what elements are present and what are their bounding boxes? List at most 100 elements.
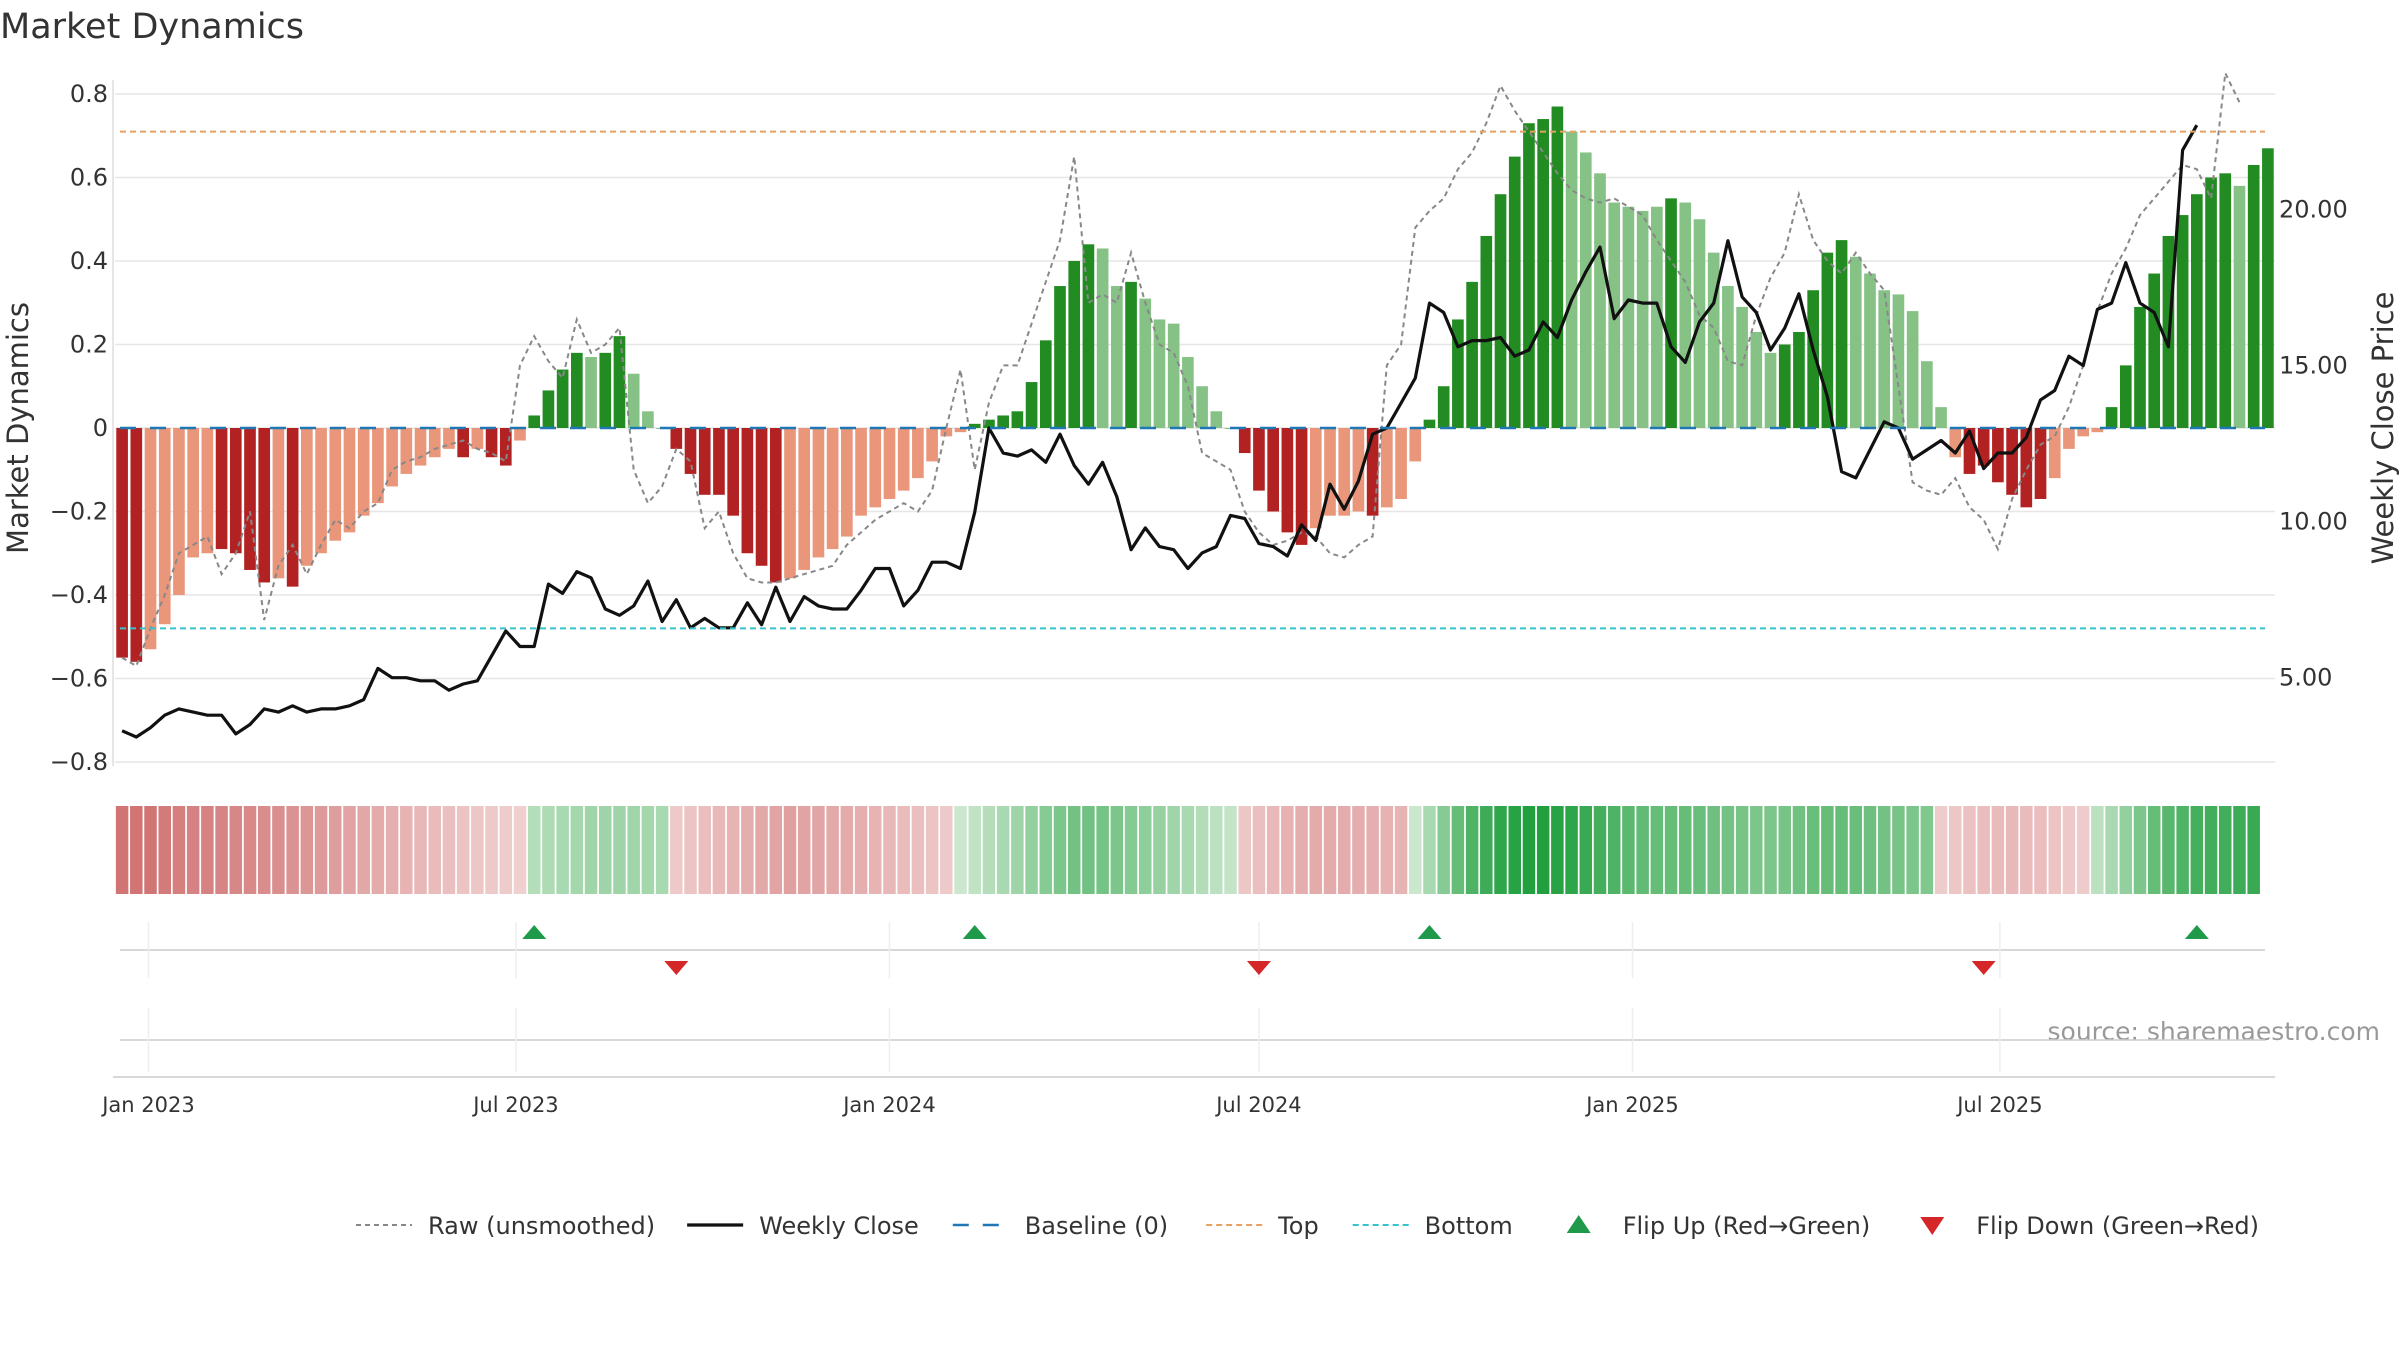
dynamics-bar bbox=[1039, 340, 1052, 428]
dynamics-bar bbox=[1878, 290, 1891, 428]
dynamics-bar bbox=[1096, 248, 1109, 428]
heat-strip-cell bbox=[471, 806, 484, 894]
dynamics-bar bbox=[556, 369, 569, 428]
dynamics-bar bbox=[1651, 206, 1663, 428]
dynamics-bar bbox=[1494, 194, 1507, 428]
heat-strip-cell bbox=[556, 806, 569, 894]
heat-strip-cell bbox=[741, 806, 754, 894]
legend-label: Bottom bbox=[1425, 1212, 1513, 1240]
heat-strip-cell bbox=[1352, 806, 1365, 894]
y2-tick-label: 15.00 bbox=[2279, 352, 2348, 380]
heat-strip-cell bbox=[613, 806, 626, 894]
dynamics-bar bbox=[1835, 240, 1848, 428]
axis-ticks: 0.8 0.6 0.4 0.2 0 −0.2 −0.4 −0.6 −0.8 20.00 15.00 1… bbox=[50, 80, 2348, 776]
dynamics-bar bbox=[158, 428, 171, 625]
dynamics-bar bbox=[1182, 357, 1194, 428]
heat-strip-cell bbox=[1437, 806, 1450, 894]
heat-strip-cell bbox=[1750, 806, 1763, 894]
dynamics-bar bbox=[1153, 319, 1166, 428]
heat-strip-cell bbox=[1238, 806, 1251, 894]
dynamics-bar bbox=[1125, 281, 1137, 428]
heat-strip-cell bbox=[1266, 806, 1280, 894]
heat-strip-cell bbox=[456, 806, 470, 894]
heat-strip-cell bbox=[1139, 806, 1152, 894]
heat-strip-cell bbox=[527, 806, 541, 894]
legend-label: Baseline (0) bbox=[1025, 1212, 1168, 1240]
dynamics-bar bbox=[1437, 386, 1450, 428]
dynamics-bar bbox=[1409, 428, 1422, 462]
dynamics-bar bbox=[684, 428, 697, 474]
heat-strip-cell bbox=[897, 806, 910, 894]
dynamics-bar bbox=[428, 428, 441, 458]
flip-up-marker bbox=[522, 925, 547, 939]
heat-strip-cell bbox=[2020, 806, 2033, 894]
heat-strip-cell bbox=[641, 806, 655, 894]
dynamics-bar bbox=[1054, 286, 1066, 428]
dynamics-bar bbox=[1068, 261, 1081, 428]
legend-item-raw: Raw (unsmoothed) bbox=[356, 1212, 655, 1240]
dynamics-bar bbox=[315, 428, 327, 554]
heat-strip-cell bbox=[371, 806, 385, 894]
heat-strip-cell bbox=[1849, 806, 1863, 894]
dynamics-bar bbox=[571, 352, 583, 428]
heat-strip-cell bbox=[1991, 806, 2005, 894]
heat-strip-cell bbox=[570, 806, 584, 894]
heat-strip-cell bbox=[1792, 806, 1806, 894]
heat-strip-cell bbox=[684, 806, 697, 894]
dynamics-bar bbox=[784, 428, 796, 579]
dynamics-bar bbox=[997, 415, 1009, 428]
heat-strip-cell bbox=[1394, 806, 1408, 894]
dynamics-bar bbox=[1253, 428, 1265, 491]
heat-strip-cell bbox=[1195, 806, 1209, 894]
heat-strip-cell bbox=[513, 806, 527, 894]
dynamics-bar bbox=[400, 428, 413, 474]
heat-strip-cell bbox=[2119, 806, 2133, 894]
heat-strip-cell bbox=[144, 806, 157, 894]
dynamics-bar bbox=[627, 373, 640, 428]
dynamics-bar bbox=[798, 428, 811, 570]
dynamics-bar bbox=[897, 428, 910, 491]
heat-strip-cell bbox=[698, 806, 711, 894]
dynamics-bar bbox=[1381, 428, 1393, 508]
heat-strip-cell bbox=[428, 806, 441, 894]
heat-strip-cell bbox=[1565, 806, 1578, 894]
legend-label: Weekly Close bbox=[759, 1212, 919, 1240]
heat-strip-cell bbox=[400, 806, 413, 894]
legend-label: Raw (unsmoothed) bbox=[428, 1212, 655, 1240]
dynamics-bar bbox=[2077, 428, 2089, 437]
heat-strip-cell bbox=[314, 806, 328, 894]
dynamics-bar bbox=[755, 428, 768, 566]
dynamics-bar bbox=[1523, 123, 1535, 428]
reference-lines bbox=[120, 130, 2265, 630]
heat-strip-cell bbox=[1607, 806, 1621, 894]
heat-strip-cell bbox=[1707, 806, 1720, 894]
heat-strip-cell bbox=[655, 806, 669, 894]
bars-layer bbox=[116, 106, 2274, 662]
dynamics-bar bbox=[713, 428, 725, 495]
legend-label: Flip Down (Green→Red) bbox=[1976, 1212, 2259, 1240]
heat-strip-cell bbox=[542, 806, 555, 894]
x-tick-label: Jan 2024 bbox=[841, 1093, 936, 1117]
heat-strip-cell bbox=[869, 806, 882, 894]
heat-strip-cell bbox=[1309, 806, 1323, 894]
dynamics-bar bbox=[1011, 411, 1024, 428]
dynamics-bar bbox=[1338, 428, 1351, 516]
heat-strip-cell bbox=[385, 806, 399, 894]
dynamics-bar bbox=[883, 428, 896, 499]
y2-tick-label: 20.00 bbox=[2279, 195, 2348, 223]
dynamics-bar bbox=[443, 428, 455, 449]
heat-strip-cell bbox=[1366, 806, 1379, 894]
dynamics-bar bbox=[1892, 294, 1905, 428]
flip-down-marker bbox=[1971, 961, 1996, 975]
legend-swatch bbox=[1920, 1217, 1945, 1235]
heat-strip-cell bbox=[1281, 806, 1294, 894]
dynamics-bar bbox=[1281, 428, 1294, 533]
heat-strip-cell bbox=[2091, 806, 2104, 894]
dynamics-bar bbox=[471, 428, 484, 449]
legend-label: Top bbox=[1277, 1212, 1319, 1240]
heat-strip-cell bbox=[1906, 806, 1919, 894]
heat-strip-cell bbox=[1693, 806, 1706, 894]
dynamics-bar bbox=[2119, 365, 2132, 428]
dynamics-bar bbox=[144, 428, 157, 650]
heat-strip-cell bbox=[2076, 806, 2090, 894]
